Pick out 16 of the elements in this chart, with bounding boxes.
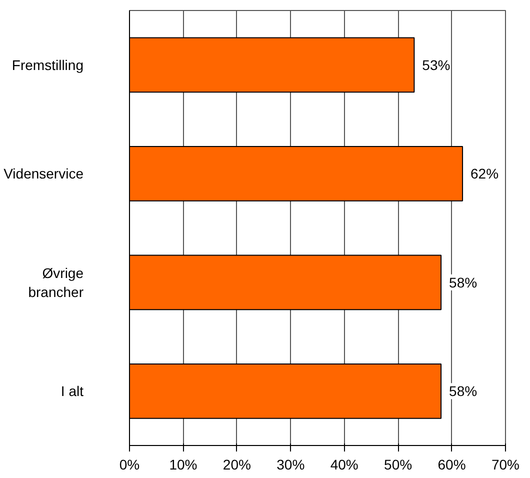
data-label: 53%: [422, 56, 450, 73]
y-tick-label: I alt: [60, 383, 84, 400]
data-label: 62%: [470, 166, 499, 182]
x-tick-label: 50%: [384, 456, 412, 472]
y-tick-label: Øvrige brancher: [28, 264, 84, 300]
x-tick-label: 20%: [222, 456, 251, 472]
x-tick-label: 30%: [276, 456, 305, 472]
data-label: 58%: [449, 383, 478, 400]
x-tick-label: 10%: [169, 456, 198, 472]
x-tick-label: 70%: [491, 456, 520, 472]
x-tick-label: 0%: [119, 456, 140, 472]
x-tick-label: 60%: [438, 456, 466, 472]
y-tick-label: Videnservice: [4, 166, 84, 182]
data-label: 58%: [449, 274, 478, 290]
x-tick-label: 40%: [330, 456, 358, 472]
y-tick-label: Fremstilling: [12, 56, 84, 73]
